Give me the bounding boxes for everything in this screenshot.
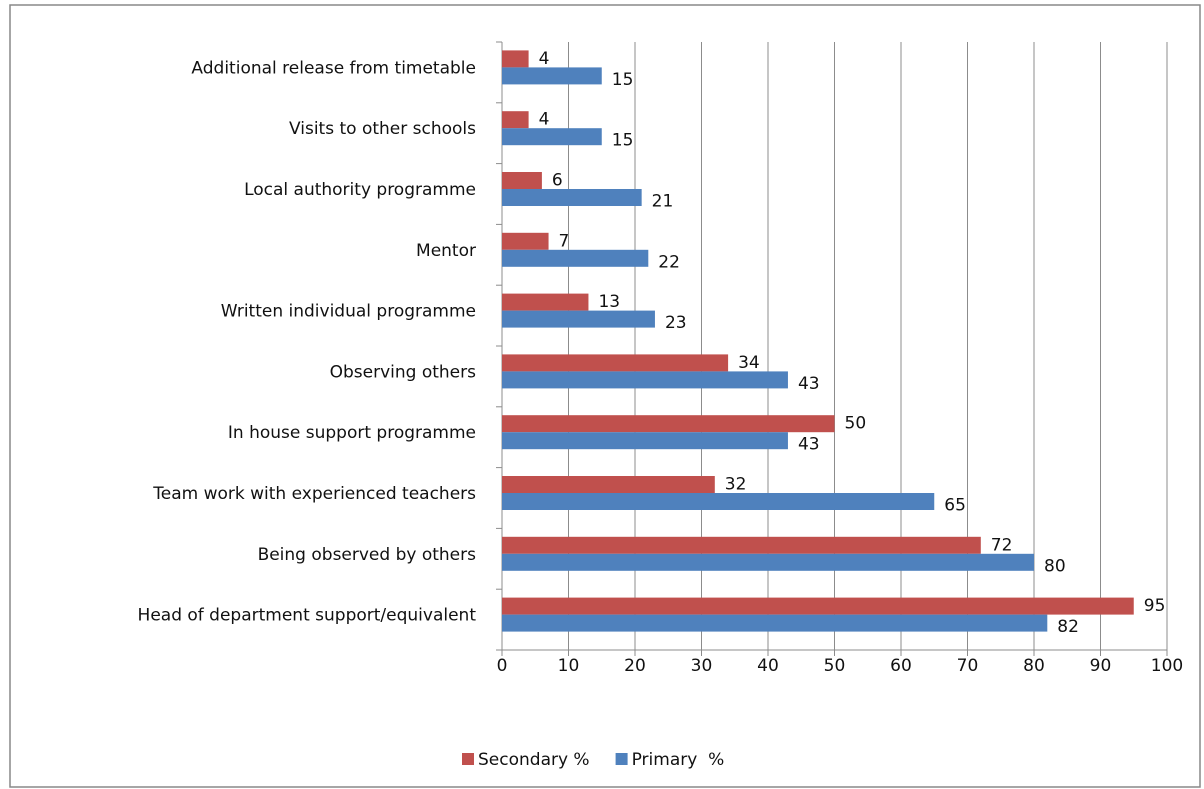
x-tick-label: 0: [497, 656, 508, 676]
data-label: 23: [665, 313, 687, 333]
bar: [502, 310, 655, 328]
data-label: 21: [652, 192, 674, 212]
y-tick-label: Mentor: [416, 241, 476, 261]
data-label: 82: [1057, 617, 1079, 637]
bar: [502, 432, 788, 450]
bar: [502, 536, 981, 554]
bar: [502, 249, 649, 267]
x-tick-label: 40: [757, 656, 779, 676]
bar: [502, 371, 788, 389]
data-label: 43: [798, 374, 820, 394]
data-label: 95: [1144, 596, 1166, 616]
x-tick-label: 20: [624, 656, 646, 676]
legend-swatch: [462, 753, 474, 765]
y-tick-label: Head of department support/equivalent: [138, 606, 477, 626]
legend-label: Primary %: [632, 750, 725, 770]
data-label: 4: [539, 49, 550, 69]
bar: [502, 232, 549, 250]
bar: [502, 67, 602, 85]
data-label: 72: [991, 535, 1013, 555]
y-tick-label: Team work with experienced teachers: [152, 484, 476, 504]
data-label: 50: [845, 414, 867, 434]
legend-label: Secondary %: [478, 750, 590, 770]
data-label: 13: [598, 292, 620, 312]
bar: [502, 189, 642, 206]
x-tick-label: 30: [691, 656, 713, 676]
bar: [502, 493, 935, 510]
chart-frame: [9, 4, 1201, 788]
data-label: 7: [559, 231, 570, 251]
bar: [502, 111, 529, 129]
x-tick-label: 80: [1023, 656, 1045, 676]
data-label: 65: [944, 496, 966, 516]
data-label: 15: [612, 70, 634, 90]
x-tick-label: 60: [890, 656, 912, 676]
bar: [502, 476, 715, 493]
y-tick-label: In house support programme: [228, 423, 476, 443]
bar: [502, 50, 529, 68]
data-label: 4: [539, 110, 550, 130]
bar: [502, 553, 1034, 571]
data-label: 32: [725, 475, 747, 495]
x-tick-label: 90: [1090, 656, 1112, 676]
bar: [502, 354, 729, 372]
bar: [502, 597, 1134, 615]
y-tick-label: Written individual programme: [221, 302, 476, 322]
bar: [502, 128, 602, 146]
bar: [502, 415, 835, 433]
data-label: 22: [658, 252, 680, 272]
y-tick-label: Observing others: [330, 362, 477, 382]
x-tick-label: 50: [824, 656, 846, 676]
x-tick-label: 100: [1151, 656, 1183, 676]
bar: [502, 172, 542, 189]
legend-swatch: [615, 753, 628, 765]
y-tick-label: Local authority programme: [244, 180, 476, 200]
y-tick-label: Being observed by others: [258, 545, 477, 565]
data-label: 34: [738, 353, 760, 373]
y-tick-label: Additional release from timetable: [191, 58, 476, 78]
bar: [502, 614, 1048, 632]
x-tick-label: 70: [957, 656, 979, 676]
y-tick-label: Visits to other schools: [289, 119, 476, 139]
bar: [502, 293, 589, 311]
x-tick-label: 10: [558, 656, 580, 676]
data-label: 80: [1044, 556, 1066, 576]
data-label: 6: [552, 171, 563, 191]
data-label: 43: [798, 435, 820, 455]
data-label: 15: [612, 131, 634, 151]
